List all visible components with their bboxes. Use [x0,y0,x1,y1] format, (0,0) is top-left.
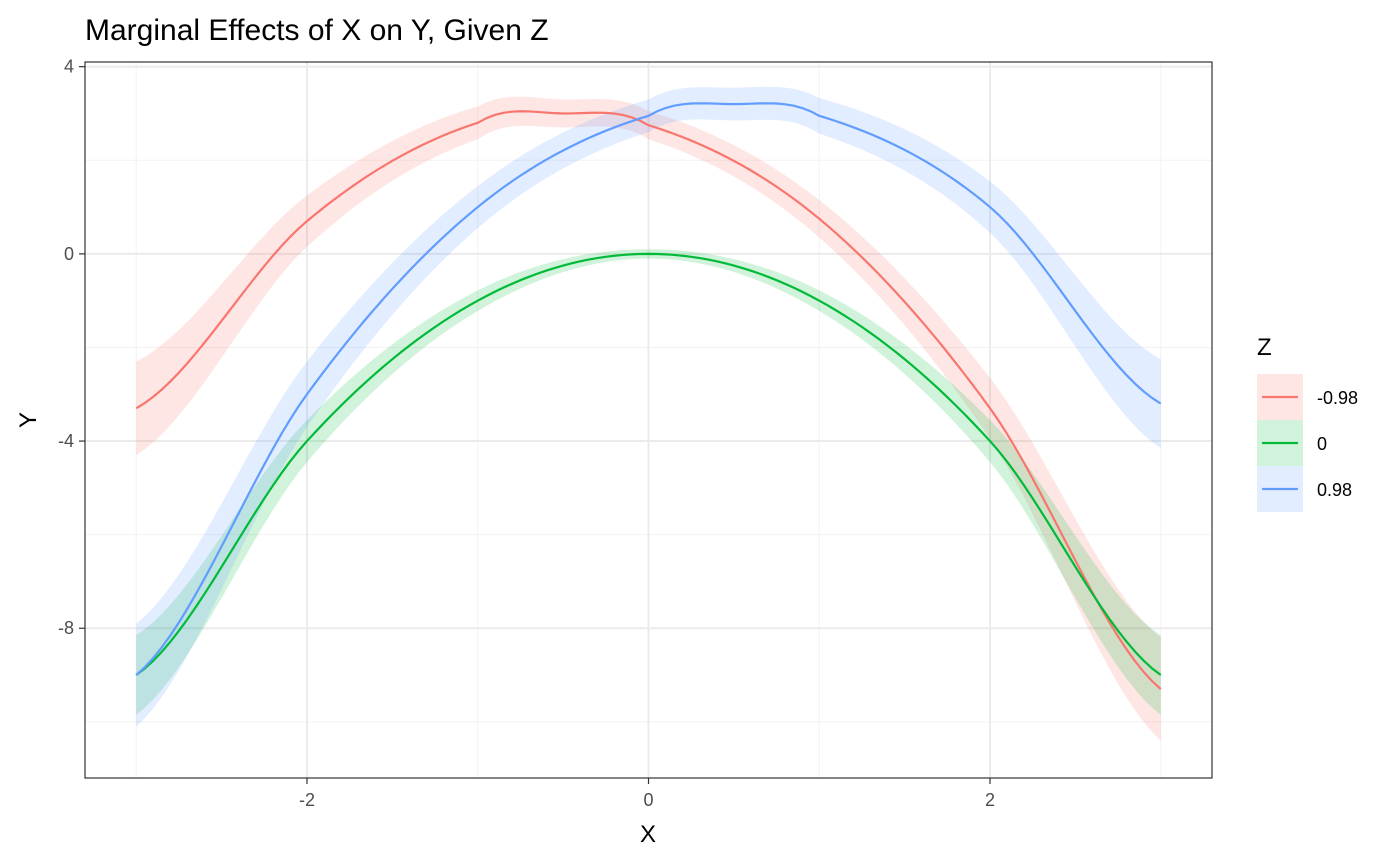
y-tick-label: 4 [64,57,74,77]
y-axis: -8 -4 0 4 [58,57,85,638]
y-tick-label: -8 [58,618,74,638]
confidence-bands [136,86,1161,741]
confidence-band-1 [136,249,1161,715]
y-tick-label: 0 [64,244,74,264]
series-lines [135,102,1162,690]
plot-panel [84,61,1213,779]
y-tick-label: -4 [58,431,74,451]
x-tick-label: -2 [299,790,315,810]
legend-label: -0.98 [1317,388,1358,408]
series-line-0 [135,110,1162,690]
y-axis-title: Y [15,412,42,428]
series-line-2 [135,102,1162,676]
x-axis-title: X [640,821,656,848]
x-tick-label: 0 [643,790,653,810]
legend-label: 0.98 [1317,480,1352,500]
chart-title: Marginal Effects of X on Y, Given Z [85,14,549,47]
series-line-1 [135,252,1162,676]
legend-keys: -0.98 0 0.98 [1257,374,1358,512]
legend: Z -0.98 0 0.98 [1257,334,1358,512]
x-axis: -2 0 2 [299,778,995,810]
legend-title: Z [1257,334,1272,361]
legend-label: 0 [1317,434,1327,454]
x-tick-label: 2 [985,790,995,810]
